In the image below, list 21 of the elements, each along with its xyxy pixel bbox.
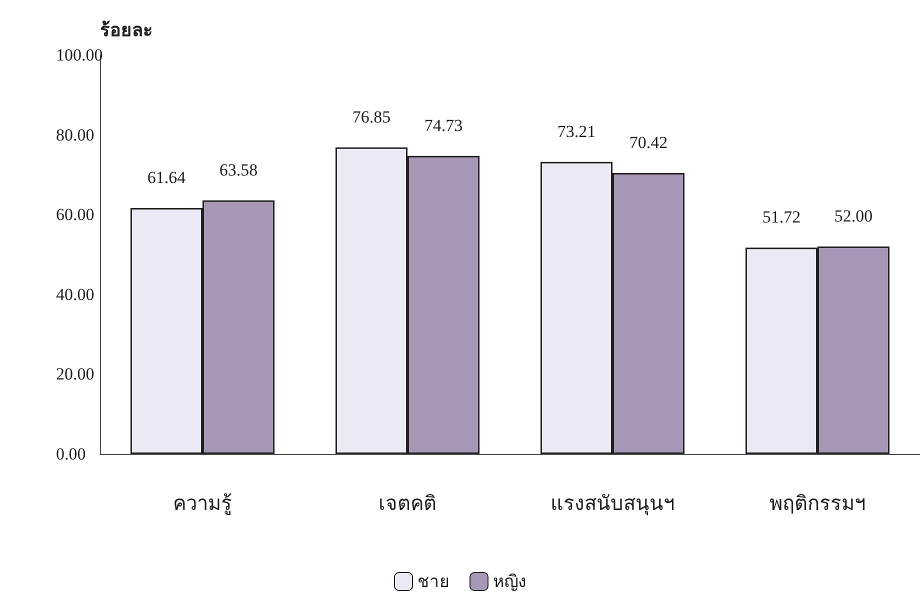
data-label: 51.72 <box>762 208 801 227</box>
x-tick-label: เจตคติ <box>378 493 436 515</box>
data-label: 74.73 <box>424 116 463 135</box>
legend-label: หญิง <box>493 572 526 591</box>
y-tick-label: 60.00 <box>56 205 94 224</box>
data-label: 76.85 <box>352 107 391 126</box>
y-tick-label: 100.00 <box>56 46 103 64</box>
x-tick-label: แรงสนับสนุนฯ <box>550 493 674 516</box>
data-label: 61.64 <box>147 168 186 188</box>
y-tick-label: 0.00 <box>56 444 86 464</box>
y-tick-label: 20.00 <box>56 364 94 384</box>
y-tick-label: 80.00 <box>56 125 94 144</box>
data-label: 52.00 <box>834 206 873 226</box>
x-tick-label: พฤติกรรมฯ <box>770 493 866 515</box>
data-label: 70.42 <box>629 133 668 152</box>
legend-label: ชาย <box>418 572 450 591</box>
x-tick-label: ความรู้ <box>173 493 232 516</box>
y-tick-label: 40.00 <box>56 284 94 304</box>
y-axis-title: ร้อยละ <box>100 20 153 40</box>
data-label: 73.21 <box>557 122 596 141</box>
data-label: 63.58 <box>219 160 258 180</box>
